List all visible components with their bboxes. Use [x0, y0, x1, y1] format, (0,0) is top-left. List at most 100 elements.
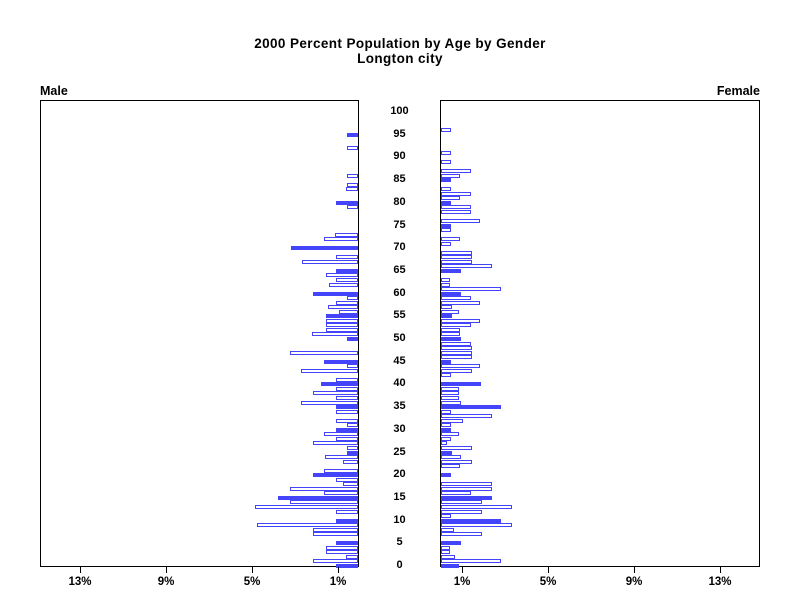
bar-female-age-81	[441, 196, 460, 200]
bar-male-age-26	[347, 446, 358, 450]
bar-female-age-54	[441, 319, 480, 323]
bar-male-age-10	[336, 519, 358, 523]
bar-male-age-72	[324, 237, 358, 241]
pct-tick-label-left-5: 5%	[243, 576, 261, 588]
female-bars-panel	[440, 100, 760, 568]
age-tick-label-80: 80	[393, 196, 406, 208]
bar-female-age-66	[441, 264, 492, 268]
bar-male-age-4	[326, 546, 358, 550]
bar-male-age-60	[313, 292, 358, 296]
bar-male-age-67	[302, 260, 358, 264]
pct-tick-left-9	[166, 567, 167, 573]
bar-female-age-80	[441, 201, 451, 205]
bar-female-age-87	[441, 169, 471, 173]
age-tick-label-60: 60	[393, 287, 406, 299]
age-tick-label-85: 85	[393, 173, 406, 185]
bar-female-age-35	[441, 405, 501, 409]
pct-tick-label-left-1: 1%	[329, 576, 347, 588]
bar-female-age-65	[441, 269, 461, 273]
bar-male-age-8	[313, 528, 358, 532]
bar-male-age-27	[313, 441, 358, 445]
bar-female-age-50	[441, 337, 461, 341]
bar-male-age-43	[301, 369, 358, 373]
male-panel-label: Male	[40, 84, 68, 98]
bar-female-age-49	[441, 342, 471, 346]
pct-tick-right-1	[462, 567, 463, 573]
bar-female-age-42	[441, 373, 451, 377]
bar-female-age-27	[441, 441, 447, 445]
chart-title: 2000 Percent Population by Age by Gender	[254, 36, 546, 51]
bar-female-age-47	[441, 351, 472, 355]
bar-male-age-16	[324, 491, 358, 495]
bar-female-age-40	[441, 382, 481, 386]
bar-female-age-24	[441, 455, 461, 459]
bar-female-age-62	[441, 283, 450, 287]
bar-female-age-15	[441, 496, 492, 500]
bar-male-age-38	[313, 391, 358, 395]
bar-female-age-44	[441, 364, 480, 368]
bar-male-age-54	[326, 319, 358, 323]
bar-male-age-51	[312, 332, 358, 336]
bar-male-age-70	[291, 246, 358, 250]
bar-female-age-57	[441, 305, 452, 309]
age-tick-label-100: 100	[390, 105, 409, 117]
bar-female-age-4	[441, 546, 450, 550]
bar-male-age-32	[336, 419, 358, 423]
bar-female-age-34	[441, 410, 451, 414]
bar-male-age-50	[347, 337, 358, 341]
bar-female-age-75	[441, 224, 451, 228]
age-tick-label-30: 30	[393, 423, 406, 435]
bar-male-age-7	[313, 532, 358, 536]
pct-tick-left-5	[252, 567, 253, 573]
bar-male-age-23	[343, 460, 358, 464]
bar-female-age-79	[441, 205, 471, 209]
bar-male-age-17	[290, 487, 358, 491]
pct-tick-right-5	[548, 567, 549, 573]
bar-male-age-29	[324, 432, 358, 436]
bar-male-age-12	[336, 510, 358, 514]
bar-male-age-86	[347, 174, 358, 178]
pct-tick-left-1	[338, 567, 339, 573]
bar-male-age-65	[336, 269, 358, 273]
bar-female-age-18	[441, 482, 492, 486]
bar-female-age-63	[441, 278, 450, 282]
bar-male-age-73	[335, 233, 358, 237]
bar-female-age-32	[441, 419, 463, 423]
age-tick-label-75: 75	[393, 219, 406, 231]
bar-female-age-16	[441, 491, 471, 495]
bar-female-age-74	[441, 228, 451, 232]
bar-male-age-55	[326, 314, 358, 318]
bar-male-age-44	[347, 364, 358, 368]
bar-female-age-33	[441, 414, 492, 418]
bar-male-age-62	[329, 283, 358, 287]
bar-male-age-34	[336, 410, 358, 414]
bar-male-age-64	[326, 273, 358, 277]
bar-female-age-7	[441, 532, 482, 536]
bar-male-age-45	[324, 360, 358, 364]
pct-tick-label-left-13: 13%	[68, 576, 92, 588]
bar-female-age-9	[441, 523, 512, 527]
bar-female-age-1	[441, 559, 501, 563]
bar-male-age-80	[336, 201, 358, 205]
bar-female-age-56	[441, 310, 459, 314]
bar-female-age-31	[441, 423, 451, 427]
bar-male-age-2	[346, 555, 358, 559]
bar-female-age-13	[441, 505, 512, 509]
bar-female-age-10	[441, 519, 501, 523]
bar-male-age-37	[336, 396, 358, 400]
bar-female-age-2	[441, 555, 455, 559]
bar-female-age-28	[441, 437, 451, 441]
bar-male-age-1	[313, 559, 358, 563]
bar-male-age-47	[290, 351, 358, 355]
bar-male-age-95	[347, 133, 358, 137]
pct-tick-right-9	[634, 567, 635, 573]
bar-male-age-53	[326, 323, 358, 327]
bar-female-age-55	[441, 314, 452, 318]
bar-female-age-46	[441, 355, 472, 359]
age-tick-label-5: 5	[396, 536, 403, 548]
bar-female-age-58	[441, 301, 480, 305]
bar-male-age-36	[301, 401, 358, 405]
bar-male-age-13	[255, 505, 358, 509]
bar-male-age-83	[346, 187, 358, 191]
bar-male-age-39	[336, 387, 358, 391]
